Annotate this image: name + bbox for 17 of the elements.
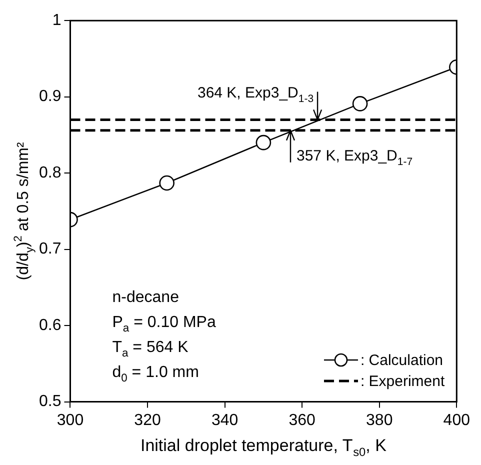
x-tick-label: 400 (443, 412, 470, 429)
y-axis-title: (d/dy)2 at 0.5 s/mm² (12, 141, 36, 280)
x-tick-label: 320 (134, 412, 161, 429)
y-tick-label: 0.5 (38, 393, 62, 410)
y-tick-label: 0.8 (38, 164, 62, 182)
legend-label: : Experiment (360, 372, 445, 392)
legend-label: : Calculation (360, 350, 443, 371)
y-tick-label: 0.7 (38, 240, 62, 258)
annotation: n-decane (112, 288, 180, 306)
point (256, 134, 272, 150)
x-tick-label: 300 (56, 412, 84, 429)
y-tick-label: 0.6 (38, 316, 62, 334)
x-tick-label: 340 (211, 412, 238, 429)
x-tick-label: 360 (288, 412, 316, 429)
y-tick-label: 1 (52, 12, 62, 30)
x-tick-label: 380 (366, 412, 393, 429)
y-tick-label: 0.9 (38, 88, 62, 106)
